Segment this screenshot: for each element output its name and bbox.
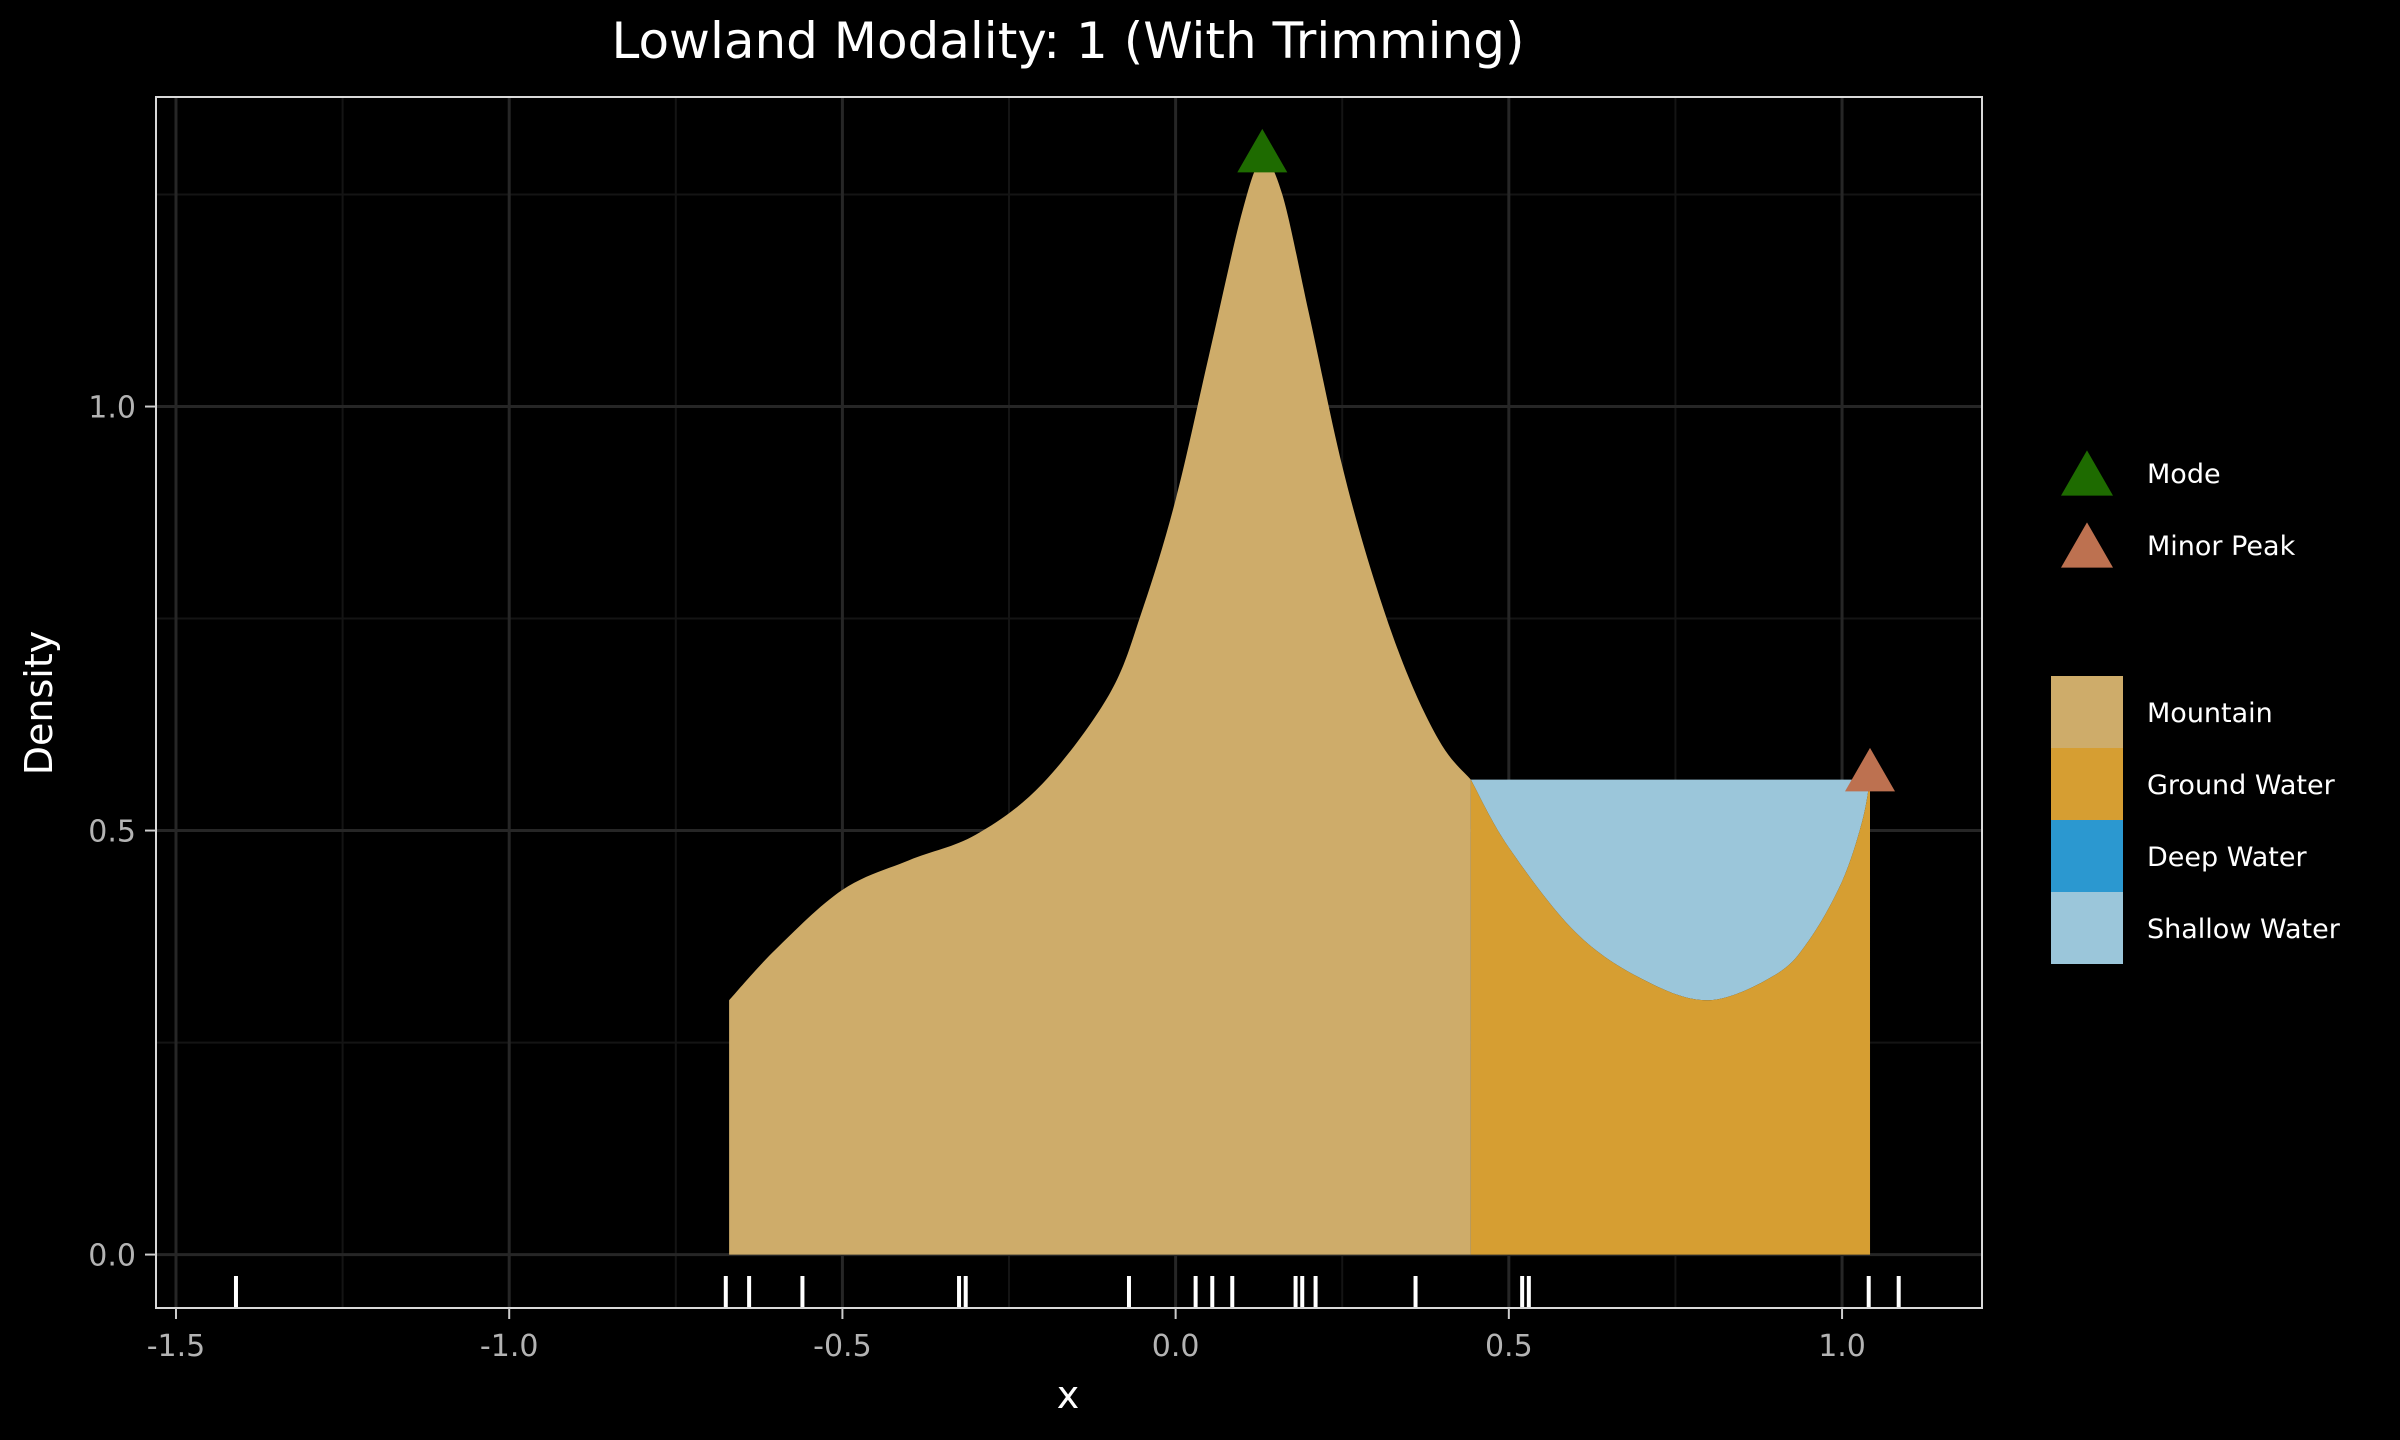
x-axis: -1.5 -1.0 -0.5 0.0 0.5 1.0 xyxy=(147,1308,1866,1364)
ground-water-legend-key xyxy=(2051,748,2123,820)
minor-peak-marker xyxy=(1845,747,1895,792)
shallow-water-area xyxy=(1470,779,1871,1001)
ground-water-area xyxy=(1470,779,1871,1255)
mode-legend-key xyxy=(2061,450,2113,496)
x-tick-label: -0.5 xyxy=(813,1329,872,1364)
legend-label: Deep Water xyxy=(2147,842,2307,873)
x-tick-label: 1.0 xyxy=(1818,1329,1866,1364)
legend-fills: Mountain Ground Water Deep Water Shallow Wa… xyxy=(2051,676,2341,964)
legend-label: Ground Water xyxy=(2147,770,2336,801)
y-axis-title: Density xyxy=(17,631,61,775)
legend-label: Shallow Water xyxy=(2147,914,2341,945)
peak-markers xyxy=(1237,128,1895,792)
panel-border xyxy=(155,96,1983,1309)
x-tick-label: -1.0 xyxy=(480,1329,539,1364)
deep-water-legend-key xyxy=(2051,820,2123,892)
chart-title: Lowland Modality: 1 (With Trimming) xyxy=(611,12,1524,70)
mode-marker xyxy=(1237,128,1288,173)
y-tick-label: 0.5 xyxy=(88,815,136,850)
x-tick-label: -1.5 xyxy=(147,1329,206,1364)
minor-peak-legend-key xyxy=(2061,522,2113,568)
y-tick-label: 1.0 xyxy=(88,391,136,426)
x-tick-label: 0.0 xyxy=(1152,1329,1200,1364)
legend-label: Mode xyxy=(2147,459,2221,490)
legend-label: Mountain xyxy=(2147,698,2273,729)
mountain-area xyxy=(729,160,1471,1255)
x-axis-title: x xyxy=(1057,1373,1080,1417)
shallow-water-legend-key xyxy=(2051,892,2123,964)
rug-marks xyxy=(233,1276,1901,1308)
legend-markers: Mode Minor Peak xyxy=(2061,450,2296,568)
x-tick-label: 0.5 xyxy=(1485,1329,1533,1364)
legend-label: Minor Peak xyxy=(2147,531,2296,562)
y-tick-label: 0.0 xyxy=(88,1239,136,1274)
y-axis: 0.0 0.5 1.0 xyxy=(88,391,156,1274)
mountain-legend-key xyxy=(2051,676,2123,748)
density-areas xyxy=(729,160,1871,1255)
